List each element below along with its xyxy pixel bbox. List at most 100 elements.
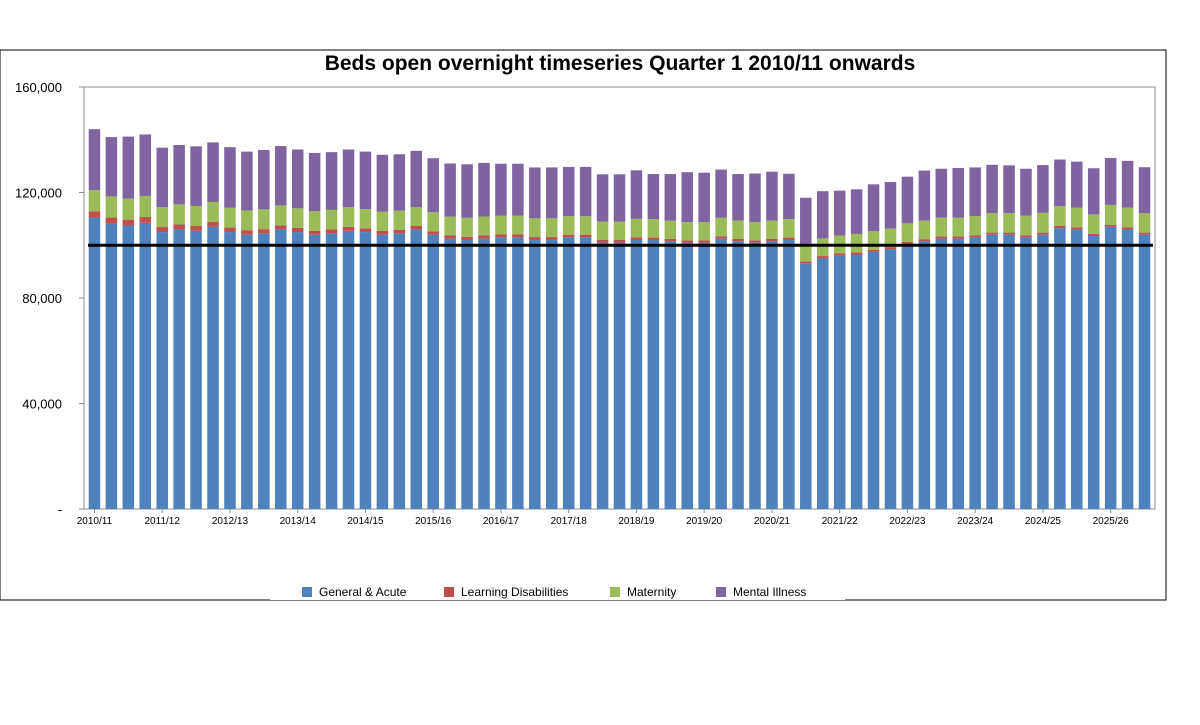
bar-segment-learning-disabilities: [833, 253, 846, 256]
bar-segment-mental-illness: [529, 167, 541, 219]
bar-segment-general-acute: [291, 232, 304, 509]
bar-segment-learning-disabilities: [783, 237, 795, 240]
bar-segment-maternity: [1138, 213, 1151, 233]
bar-segment-learning-disabilities: [1020, 235, 1032, 238]
y-axis: - 40,000 80,000 120,000 160,000: [15, 80, 84, 517]
bar-segment-learning-disabilities: [1138, 232, 1151, 235]
bar-segment-mental-illness: [427, 158, 439, 213]
legend-label: Learning Disabilities: [461, 585, 568, 599]
bar-segment-mental-illness: [308, 152, 321, 212]
bar-segment-mental-illness: [562, 166, 575, 217]
bar-segment-learning-disabilities: [529, 237, 541, 240]
bar-segment-general-acute: [393, 233, 406, 509]
bar-segment-general-acute: [342, 230, 355, 510]
bar-segment-general-acute: [427, 234, 439, 509]
bar-segment-maternity: [122, 198, 135, 220]
bar-segment-general-acute: [410, 229, 423, 509]
bar-segment-general-acute: [732, 241, 744, 510]
bar-segment-general-acute: [1020, 237, 1032, 509]
bar-segment-mental-illness: [105, 137, 118, 197]
bar-segment-learning-disabilities: [444, 235, 456, 239]
legend-label: Maternity: [627, 585, 676, 599]
bar-segment-general-acute: [461, 239, 473, 510]
bar-segment-mental-illness: [918, 170, 931, 221]
bar-segment-maternity: [1003, 213, 1015, 233]
bar-segment-maternity: [681, 222, 694, 241]
bar-segment-learning-disabilities: [749, 240, 761, 243]
bar-segment-learning-disabilities: [275, 225, 287, 230]
bar-segment-mental-illness: [850, 189, 863, 234]
bar-segment-maternity: [732, 220, 744, 239]
bar-segment-general-acute: [918, 241, 931, 510]
bar-segment-maternity: [529, 218, 541, 238]
bar-segment-general-acute: [901, 243, 914, 509]
bar-segment-learning-disabilities: [478, 235, 490, 239]
x-tick-label: 2023/24: [957, 516, 994, 527]
bar-segment-maternity: [867, 231, 880, 250]
bar-segment-maternity: [630, 218, 643, 238]
bar-segment-learning-disabilities: [393, 229, 406, 234]
bar-segment-general-acute: [613, 242, 626, 510]
bar-segment-mental-illness: [190, 146, 202, 206]
bar-segment-mental-illness: [749, 173, 761, 223]
bar-segment-maternity: [88, 190, 101, 212]
bar-segment-maternity: [935, 217, 948, 237]
bar-segment-learning-disabilities: [512, 234, 524, 238]
bar-segment-maternity: [1104, 204, 1117, 225]
legend-box: [270, 578, 845, 600]
bar-segment-maternity: [884, 228, 897, 248]
bar-segment-general-acute: [1003, 234, 1015, 509]
bar-segment-mental-illness: [867, 184, 880, 232]
bar-segment-maternity: [1071, 207, 1083, 228]
bar-segment-general-acute: [156, 232, 168, 509]
bar-segment-learning-disabilities: [224, 227, 236, 233]
bar-segment-general-acute: [630, 239, 643, 510]
bar-segment-learning-disabilities: [495, 234, 507, 238]
bar-segment-mental-illness: [512, 163, 524, 216]
bar-segment-maternity: [308, 211, 321, 231]
x-tick-label: 2020/21: [754, 516, 791, 527]
chart-title: Beds open overnight timeseries Quarter 1…: [325, 52, 916, 75]
bar-segment-maternity: [918, 220, 931, 240]
bar-segment-mental-illness: [766, 171, 778, 221]
bar-segment-maternity: [342, 207, 355, 227]
bar-segment-general-acute: [241, 234, 253, 509]
bar-segment-mental-illness: [681, 172, 694, 223]
bar-segment-mental-illness: [241, 151, 253, 211]
bar-segment-learning-disabilities: [376, 231, 389, 235]
bar-segment-general-acute: [444, 238, 456, 509]
bar-segment-general-acute: [1037, 234, 1049, 509]
x-tick-label: 2014/15: [347, 516, 384, 527]
bar-segment-general-acute: [495, 237, 507, 509]
bar-segment-maternity: [1121, 207, 1134, 228]
bar-segment-mental-illness: [613, 174, 626, 222]
bar-segment-mental-illness: [478, 162, 490, 217]
bar-segment-maternity: [512, 215, 524, 235]
bar-segment-maternity: [275, 205, 287, 226]
bar-segment-maternity: [698, 222, 710, 241]
bar-segment-general-acute: [647, 239, 660, 510]
bar-segment-general-acute: [800, 263, 812, 509]
bar-segment-learning-disabilities: [410, 226, 423, 230]
bar-segment-mental-illness: [156, 147, 168, 207]
bar-segment-general-acute: [681, 242, 694, 510]
bar-segment-mental-illness: [715, 169, 727, 218]
bar-segment-maternity: [291, 208, 304, 228]
bar-segment-learning-disabilities: [291, 227, 304, 233]
bar-segment-mental-illness: [901, 176, 914, 224]
bar-segment-learning-disabilities: [986, 232, 998, 235]
bar-segment-learning-disabilities: [139, 217, 152, 223]
bar-segment-mental-illness: [1071, 161, 1083, 208]
bar-segment-mental-illness: [1087, 168, 1100, 215]
bar-segment-mental-illness: [783, 173, 795, 220]
bar-segment-maternity: [579, 216, 592, 235]
bar-segment-maternity: [596, 221, 609, 240]
legend-swatch: [302, 587, 312, 597]
bar-segment-mental-illness: [833, 190, 846, 236]
bar-segment-maternity: [190, 205, 202, 226]
bar-segment-general-acute: [88, 217, 101, 509]
bar-segment-maternity: [427, 212, 439, 232]
bar-segment-maternity: [444, 216, 456, 236]
bar-segment-learning-disabilities: [1071, 227, 1083, 230]
bar-segment-maternity: [766, 220, 778, 239]
